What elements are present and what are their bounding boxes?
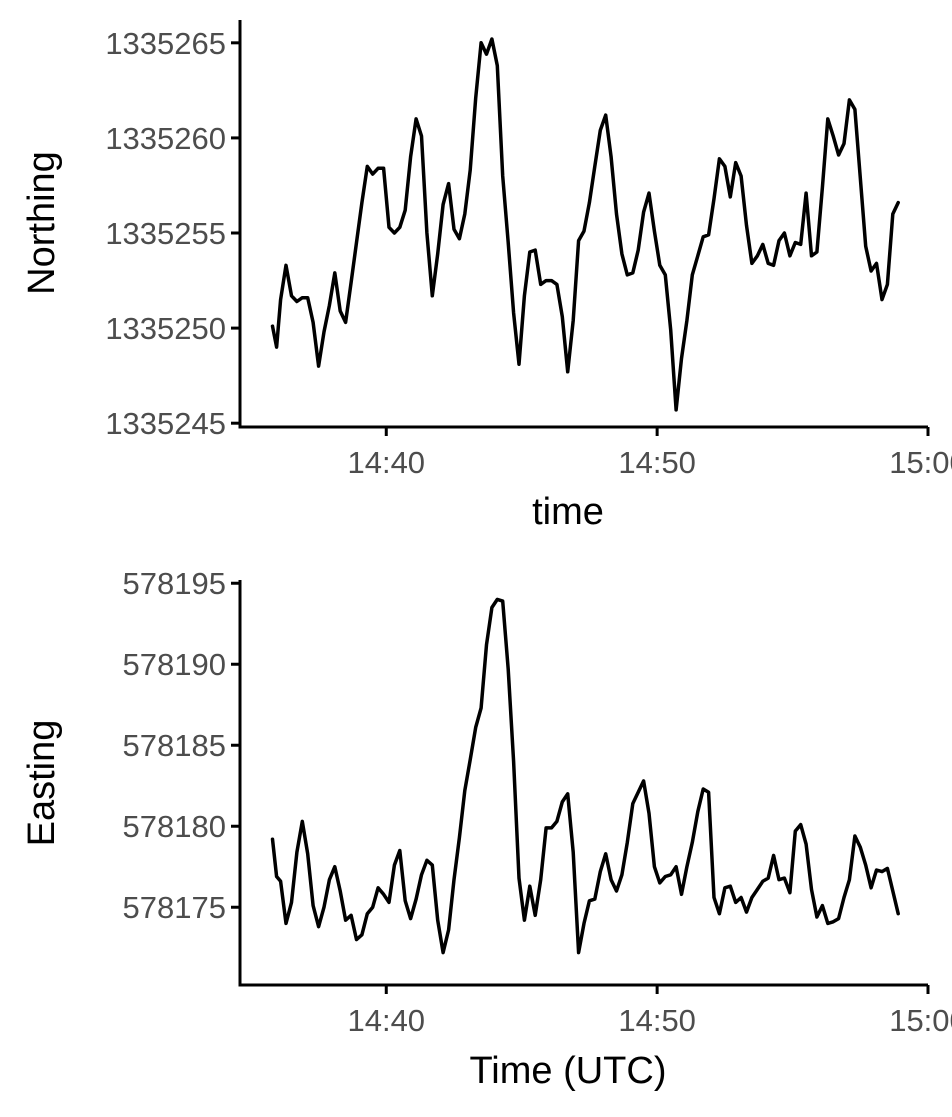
northing-y-axis-ticks: 1335245 1335250 1335255 1335260 1335265 (105, 26, 240, 441)
easting-y-axis-ticks: 578175 578180 578185 578190 578195 (123, 566, 240, 925)
easting-x-tick-label: 14:40 (347, 1003, 425, 1038)
easting-x-axis-title: Time (UTC) (470, 1050, 667, 1092)
northing-x-tick-label: 14:50 (618, 445, 696, 480)
easting-panel: 578175 578180 578185 578190 578195 14:40 14:5… (21, 566, 952, 1092)
northing-x-axis-title: time (532, 491, 604, 533)
northing-x-tick-label: 15:00 (889, 445, 952, 480)
easting-x-tick-label: 14:50 (618, 1003, 696, 1038)
northing-y-axis-title: Northing (21, 151, 63, 295)
easting-x-axis-ticks: 14:40 14:50 15:00 (347, 985, 952, 1038)
easting-y-tick-label: 578180 (123, 809, 226, 844)
easting-y-axis-title: Easting (21, 720, 63, 847)
northing-x-axis-ticks: 14:40 14:50 15:00 (347, 427, 952, 480)
easting-series-line (270, 597, 900, 955)
easting-y-tick-label: 578175 (123, 890, 226, 925)
easting-y-tick-label: 578185 (123, 728, 226, 763)
northing-panel: 1335245 1335250 1335255 1335260 1335265 14:4… (21, 20, 952, 533)
northing-y-tick-label: 1335255 (105, 216, 226, 251)
easting-y-tick-label: 578190 (123, 647, 226, 682)
northing-y-tick-label: 1335265 (105, 26, 226, 61)
northing-y-tick-label: 1335245 (105, 406, 226, 441)
easting-x-tick-label: 15:00 (889, 1003, 952, 1038)
easting-y-tick-label: 578195 (123, 566, 226, 601)
northing-y-tick-label: 1335250 (105, 311, 226, 346)
northing-y-tick-label: 1335260 (105, 121, 226, 156)
northing-series-line (270, 37, 900, 412)
northing-x-tick-label: 14:40 (347, 445, 425, 480)
